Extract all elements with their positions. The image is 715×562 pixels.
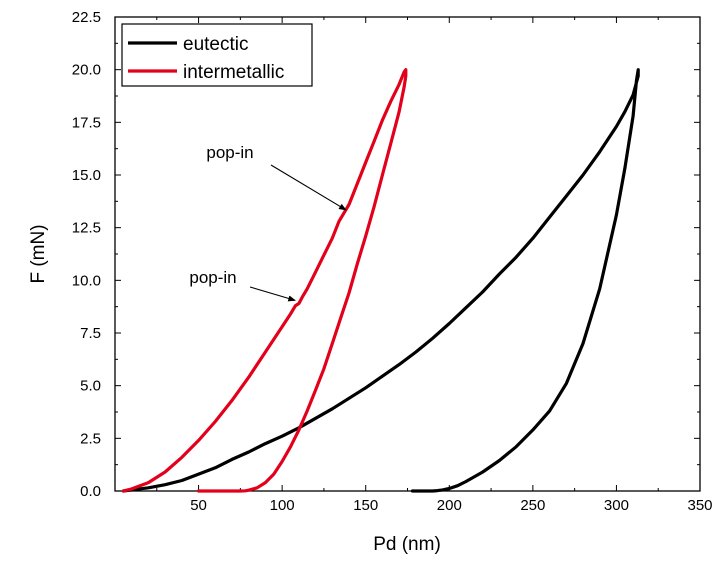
annotations: pop-in pop-in xyxy=(189,143,347,302)
y-tick-label: 7.5 xyxy=(80,325,101,342)
y-tick-label: 10.0 xyxy=(72,272,101,289)
annotation-arrow xyxy=(270,164,347,211)
y-tick-label: 22.5 xyxy=(72,9,101,26)
x-tick-label: 100 xyxy=(270,497,295,514)
legend: eutectic intermetallic xyxy=(121,23,313,87)
x-tick-label: 300 xyxy=(604,497,629,514)
plot-frame xyxy=(114,16,701,492)
x-tick-label: 250 xyxy=(520,497,545,514)
plot-border xyxy=(114,16,701,492)
series-layer xyxy=(121,68,640,493)
x-tick-label: 150 xyxy=(353,497,378,514)
y-axis-ticks: 0.0 2.5 5.0 7.5 10.0 12.5 15.0 17.5 20.0 22.5 xyxy=(72,9,700,500)
series-line-eutectic xyxy=(121,68,640,493)
x-tick-label: 200 xyxy=(437,497,462,514)
x-tick-label: 50 xyxy=(190,497,207,514)
legend-label-intermetallic: intermetallic xyxy=(183,62,284,83)
x-axis-title: Pd (nm) xyxy=(373,534,441,555)
y-tick-label: 20.0 xyxy=(72,62,101,79)
y-tick-label: 12.5 xyxy=(72,220,101,237)
y-tick-label: 15.0 xyxy=(72,167,101,184)
y-axis-title: F (mN) xyxy=(28,224,49,283)
annotation-arrow xyxy=(249,286,296,302)
series-line-intermetallic xyxy=(121,68,408,493)
x-axis-ticks: 50 100 150 200 250 300 350 xyxy=(114,17,713,514)
y-tick-label: 5.0 xyxy=(80,378,101,395)
legend-box xyxy=(121,23,313,87)
annotation-label: pop-in xyxy=(189,268,236,287)
y-tick-label: 2.5 xyxy=(80,430,101,447)
y-tick-label: 0.0 xyxy=(80,483,101,500)
x-tick-label: 350 xyxy=(687,497,712,514)
y-tick-label: 17.5 xyxy=(72,114,101,131)
legend-label-eutectic: eutectic xyxy=(183,34,248,55)
annotation-label: pop-in xyxy=(206,143,253,162)
